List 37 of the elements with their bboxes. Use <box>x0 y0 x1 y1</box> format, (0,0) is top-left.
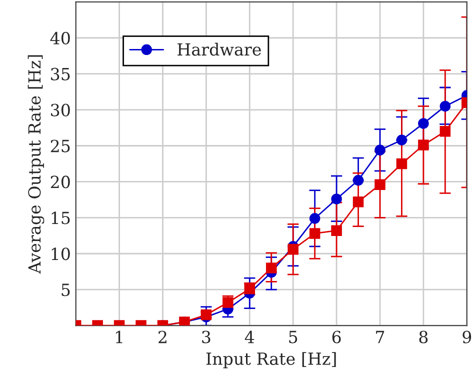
x-tick-label: 2 <box>158 330 166 344</box>
point <box>331 194 342 204</box>
x-tick-label: 8 <box>419 330 428 344</box>
point <box>396 134 408 146</box>
point <box>352 174 364 186</box>
x-tick-label: 1 <box>116 330 122 344</box>
x-tick-label: 5 <box>289 330 298 344</box>
point <box>352 196 364 208</box>
y-tick-label: 15 <box>52 212 70 224</box>
y-tick-label: 20 <box>50 176 70 188</box>
legend-label: Hardware <box>178 42 261 56</box>
point <box>309 228 320 239</box>
x-tick-label: 4 <box>244 330 254 344</box>
x-axis-title: Input Rate [Hz] <box>206 352 336 368</box>
x-tick-label: 7 <box>376 330 384 344</box>
x-tick-label: 6 <box>332 330 341 344</box>
x-tick-label: 3 <box>202 330 210 344</box>
x-tick-label: 9 <box>462 330 472 344</box>
point <box>418 140 429 150</box>
point <box>309 213 320 224</box>
y-tick-label: 25 <box>50 140 70 152</box>
point <box>440 100 451 112</box>
y-tick-label: 30 <box>51 104 70 116</box>
point <box>396 158 408 170</box>
point <box>374 144 386 156</box>
point <box>200 309 212 320</box>
point <box>374 179 386 190</box>
point <box>418 118 429 129</box>
point <box>440 126 451 137</box>
point <box>266 262 277 274</box>
y-tick-label: 5 <box>62 284 70 296</box>
y-axis-title: Average Output Rate [Hz] <box>28 55 44 274</box>
y-tick-label: 10 <box>52 248 70 260</box>
point <box>331 225 342 236</box>
y-tick-label: 40 <box>50 32 70 44</box>
y-tick-label: 35 <box>51 68 70 80</box>
point <box>288 244 298 255</box>
